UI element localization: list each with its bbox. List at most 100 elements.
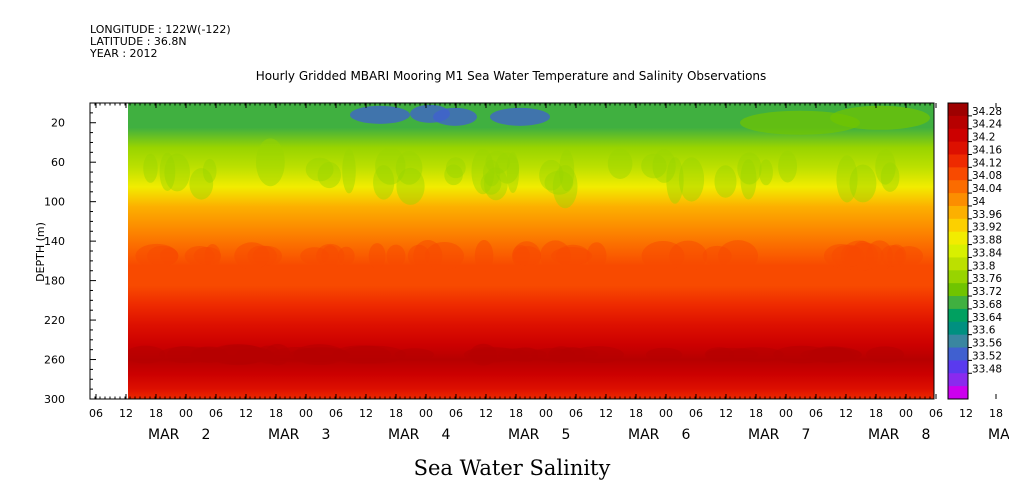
- anomaly-upper: [652, 149, 676, 183]
- day-label-month: MAR: [868, 427, 900, 443]
- day-label-month: MAR: [508, 427, 540, 443]
- anomaly-upper: [480, 172, 502, 195]
- plot-area: [89, 102, 935, 400]
- y-tick-label: 220: [44, 314, 65, 327]
- anomaly-mid: [474, 240, 494, 272]
- colorbar-label: 33.8: [972, 260, 995, 272]
- anomaly-deep: [340, 345, 406, 364]
- day-label-day: 5: [562, 427, 571, 443]
- day-label-month: MAR: [268, 427, 300, 443]
- x-tick-label: 00: [419, 407, 433, 420]
- anomaly-upper: [471, 148, 495, 195]
- x-tick-label: 12: [239, 407, 253, 420]
- x-tick-label: 06: [689, 407, 703, 420]
- x-tick-label: 00: [899, 407, 913, 420]
- day-label-month: MAR: [628, 427, 660, 443]
- anomaly-upper: [544, 170, 574, 195]
- anomaly-upper: [849, 164, 877, 203]
- colorbar-label: 33.68: [972, 299, 1002, 311]
- anomaly-upper: [305, 157, 334, 182]
- colorbar-swatch: [948, 231, 968, 246]
- colorbar-label: 34.24: [972, 119, 1002, 131]
- anomaly-mid: [513, 246, 542, 266]
- anomaly-upper: [482, 159, 501, 187]
- colorbar-label: 33.64: [972, 312, 1002, 324]
- colorbar-label: 33.96: [972, 209, 1002, 221]
- x-tick-label: 06: [809, 407, 823, 420]
- anomaly-fresh: [410, 104, 450, 123]
- colorbar-swatch: [948, 193, 968, 207]
- anomaly-upper: [485, 150, 510, 174]
- anomaly-upper: [778, 150, 798, 183]
- colorbar-label: 34.04: [972, 183, 1002, 195]
- anomaly-upper: [641, 153, 667, 179]
- anomaly-upper: [737, 152, 762, 185]
- colorbar-label: 34.12: [972, 157, 1002, 169]
- x-tick-label: 18: [269, 407, 283, 420]
- anomaly-upper: [189, 168, 214, 200]
- anomaly-deep: [865, 346, 905, 363]
- colorbar-swatch: [948, 154, 968, 168]
- day-label-day: 2: [202, 427, 211, 443]
- day-label-day: 6: [682, 427, 691, 443]
- x-tick-label: 12: [359, 407, 373, 420]
- anomaly-upper: [484, 167, 508, 201]
- anomaly-upper: [444, 164, 463, 186]
- x-tick-label: 00: [179, 407, 193, 420]
- year-label: YEAR : 2012: [90, 47, 158, 60]
- x-tick-label: 00: [659, 407, 673, 420]
- y-axis: 20 60 100 140 180 220 260 300: [44, 102, 96, 406]
- x-axis-day-labels: MAR2MAR3MAR4MAR5MAR6MAR7MAR8MAR9: [148, 427, 1009, 443]
- anomaly-mid: [540, 240, 571, 272]
- day-label-month: MAR: [988, 427, 1009, 443]
- colorbar-label: 33.48: [972, 363, 1002, 375]
- anomaly-fresh: [490, 107, 550, 126]
- colorbar-frame: [947, 102, 969, 400]
- anomaly-upper: [342, 148, 356, 194]
- y-tick-label: 100: [44, 196, 65, 209]
- colorbar-label: 33.88: [972, 235, 1002, 247]
- anomaly-upper: [495, 152, 520, 184]
- colorbar-swatch: [948, 128, 968, 143]
- day-label-month: MAR: [748, 427, 780, 443]
- anomaly-deep: [235, 348, 274, 362]
- anomaly-deep: [728, 347, 784, 362]
- x-tick-label: 18: [149, 407, 163, 420]
- colorbar-label: 34.28: [972, 106, 1002, 118]
- anomaly-upper: [559, 149, 575, 192]
- anomaly-upper: [666, 156, 684, 204]
- day-label-day: 7: [802, 427, 811, 443]
- anomaly-upper: [373, 165, 395, 200]
- anomaly-upper: [607, 148, 633, 179]
- colorbar-label: 34.08: [972, 170, 1002, 182]
- colorbar-swatch: [948, 103, 968, 117]
- colorbar-label: 34.16: [972, 144, 1002, 156]
- colorbar-swatch: [948, 321, 968, 336]
- salinity-anomalies: [128, 104, 930, 366]
- x-tick-label: 00: [779, 407, 793, 420]
- anomaly-upper: [836, 155, 858, 203]
- colorbar-swatch: [948, 270, 968, 284]
- anomaly-upper: [875, 149, 896, 185]
- anomaly-deep: [570, 346, 624, 364]
- colorbar-swatch: [948, 360, 968, 374]
- x-tick-label: 12: [719, 407, 733, 420]
- colorbar-label: 33.56: [972, 338, 1002, 350]
- x-tick-label: 06: [89, 407, 103, 420]
- day-label-month: MAR: [388, 427, 420, 443]
- anomaly-upper: [396, 167, 425, 205]
- anomaly-deep: [394, 348, 435, 361]
- anomaly-upper: [375, 147, 406, 185]
- day-label-day: 4: [442, 427, 451, 443]
- anomaly-upper: [159, 152, 176, 192]
- day-label-day: 8: [922, 427, 931, 443]
- x-tick-label: 18: [509, 407, 523, 420]
- colorbar-swatch: [948, 205, 968, 220]
- x-tick-label: 12: [599, 407, 613, 420]
- x-tick-label: 06: [329, 407, 343, 420]
- x-tick-label: 06: [569, 407, 583, 420]
- colorbar-swatch: [948, 308, 968, 323]
- anomaly-mid: [337, 246, 355, 266]
- chart-title: Hourly Gridded MBARI Mooring M1 Sea Wate…: [256, 69, 767, 83]
